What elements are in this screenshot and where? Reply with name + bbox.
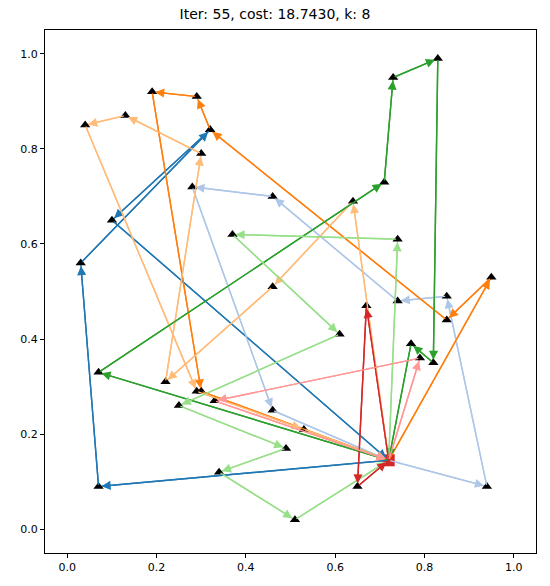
svg-text:0.6: 0.6 bbox=[326, 561, 344, 574]
svg-text:0.6: 0.6 bbox=[20, 238, 38, 251]
svg-text:Iter: 55, cost: 18.7430, k: 8: Iter: 55, cost: 18.7430, k: 8 bbox=[180, 6, 371, 22]
svg-text:0.8: 0.8 bbox=[20, 143, 38, 156]
svg-text:0.2: 0.2 bbox=[20, 428, 38, 441]
svg-text:0.2: 0.2 bbox=[148, 561, 166, 574]
svg-text:0.0: 0.0 bbox=[59, 561, 77, 574]
svg-text:1.0: 1.0 bbox=[505, 561, 523, 574]
svg-text:1.0: 1.0 bbox=[20, 48, 38, 61]
svg-text:0.8: 0.8 bbox=[416, 561, 434, 574]
svg-text:0.0: 0.0 bbox=[20, 523, 38, 536]
svg-text:0.4: 0.4 bbox=[20, 333, 38, 346]
svg-text:0.4: 0.4 bbox=[237, 561, 255, 574]
